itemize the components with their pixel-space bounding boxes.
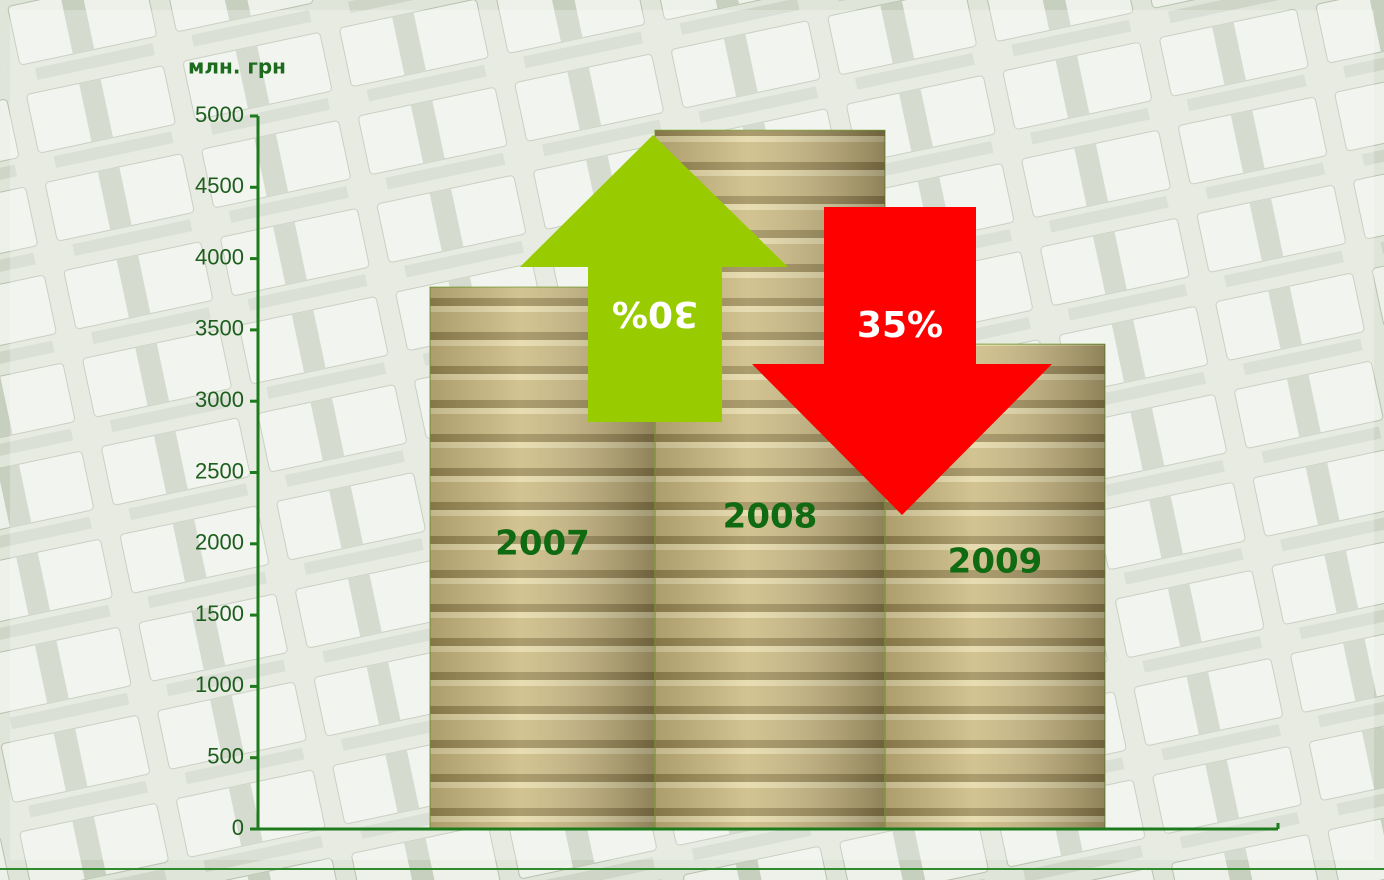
y-tick-label: 1500 xyxy=(195,601,244,626)
y-tick-label: 2000 xyxy=(195,530,244,555)
y-axis-label: млн. грн xyxy=(188,55,286,79)
y-tick-label: 4000 xyxy=(195,244,244,269)
up-arrow xyxy=(520,135,788,422)
category-label: 2009 xyxy=(948,542,1043,582)
category-label: 2007 xyxy=(495,524,590,564)
y-tick-label: 4500 xyxy=(195,173,244,198)
y-tick-label: 3500 xyxy=(195,316,244,341)
y-tick-label: 0 xyxy=(232,815,244,840)
y-tick-label: 3000 xyxy=(195,387,244,412)
annotation: 30% xyxy=(612,293,698,334)
y-tick-label: 2500 xyxy=(195,458,244,483)
y-tick-label: 500 xyxy=(207,744,244,769)
down-arrow xyxy=(752,207,1052,515)
category-label: 2008 xyxy=(723,497,818,537)
y-tick-label: 1000 xyxy=(195,672,244,697)
y-tick-label: 5000 xyxy=(195,102,244,127)
annotation: 35% xyxy=(857,305,943,346)
